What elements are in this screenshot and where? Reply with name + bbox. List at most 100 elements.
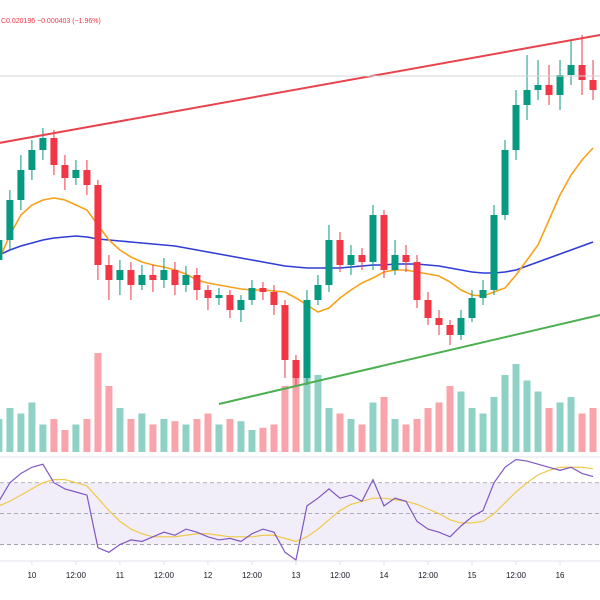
volume-bar [270,424,278,452]
volume-bar [237,421,245,452]
x-tick-label: 16 [556,571,565,580]
candle-body [567,65,575,75]
candle-body [457,318,465,335]
volume-bar [281,386,289,452]
x-tick-label: 14 [380,571,389,580]
volume-bar [127,419,135,452]
volume-bar [512,364,520,452]
candle-body [303,300,311,378]
volume-bar [248,430,256,452]
trendline [218,314,600,405]
candle-body [259,288,267,292]
candle-body [215,295,223,298]
x-tick-label: 12:00 [154,571,175,580]
x-tick-label: 12:00 [242,571,263,580]
x-tick-label: 12:00 [66,571,87,580]
volume-bar [556,402,564,452]
volume-layer [0,347,597,452]
candle-body [171,270,179,285]
volume-bar [6,408,14,452]
volume-bar [50,419,58,452]
volume-bar [94,353,102,452]
volume-bar [501,375,509,452]
volume-bar [479,413,487,452]
volume-bar [490,397,498,452]
candle-body [325,240,333,285]
candle-body [347,255,355,265]
candle-body [94,185,102,265]
volume-bar [457,391,465,452]
header-close: 0.020196 [6,18,35,25]
volume-bar [149,424,157,452]
candle-body [336,240,344,265]
candle-body [358,255,366,262]
candle-layer [0,35,597,385]
candle-body [204,290,212,298]
volume-bar [347,419,355,452]
x-tick-label: 12 [203,571,212,580]
header-change: −0.000403 (−1.96%) [37,18,101,25]
x-tick-label: 11 [116,571,125,580]
x-tick-label: 10 [27,571,36,580]
trendline-layer [0,34,600,405]
candle-body [138,275,146,285]
candle-body [182,275,190,285]
candle-body [391,255,399,270]
candle-body [149,275,157,280]
candle-body [17,170,25,200]
x-tick-label: 13 [292,571,301,580]
candle-body [578,65,586,80]
volume-bar [72,424,80,452]
volume-bar [534,391,542,452]
header-prefix: C [1,18,6,25]
candle-body [193,275,201,290]
candle-body [237,300,245,310]
candle-body [127,270,135,285]
rsi-line [0,458,594,562]
volume-bar [182,424,190,452]
volume-bar [292,364,300,452]
rsi-band [0,482,600,545]
volume-bar [314,375,322,452]
candle-body [83,170,91,185]
volume-bar [105,386,113,452]
candle-body [402,255,410,262]
volume-bar [424,408,432,452]
candle-body [369,215,377,262]
x-tick-label: 12:00 [506,571,527,580]
candle-body [226,295,234,310]
header: C 0.020196 −0.000403 (−1.96%) [1,18,101,25]
volume-bar [358,424,366,452]
x-tick-label: 12:00 [330,571,351,580]
candle-body [435,318,443,325]
rsi-ma [0,466,594,543]
volume-bar [413,419,421,452]
volume-bar [193,419,201,452]
volume-bar [83,419,91,452]
candle-body [28,150,36,170]
volume-bar [567,397,575,452]
volume-bar [61,430,69,452]
candle-body [523,90,531,105]
volume-bar [160,419,168,452]
candle-body [39,138,47,150]
volume-bar [215,424,223,452]
candle-body [160,270,168,280]
volume-bar [204,413,212,452]
volume-bar [523,380,531,452]
candle-body [116,270,124,280]
volume-bar [0,419,3,452]
rsi-layer [0,458,600,562]
candle-body [479,290,487,298]
volume-bar [138,413,146,452]
candle-body [314,285,322,300]
candle-body [468,298,476,318]
volume-bar [336,413,344,452]
volume-bar [303,347,311,452]
volume-bar [226,419,234,452]
volume-bar [39,424,47,452]
volume-bar [578,413,586,452]
candle-body [501,150,509,215]
volume-bar [325,408,333,452]
